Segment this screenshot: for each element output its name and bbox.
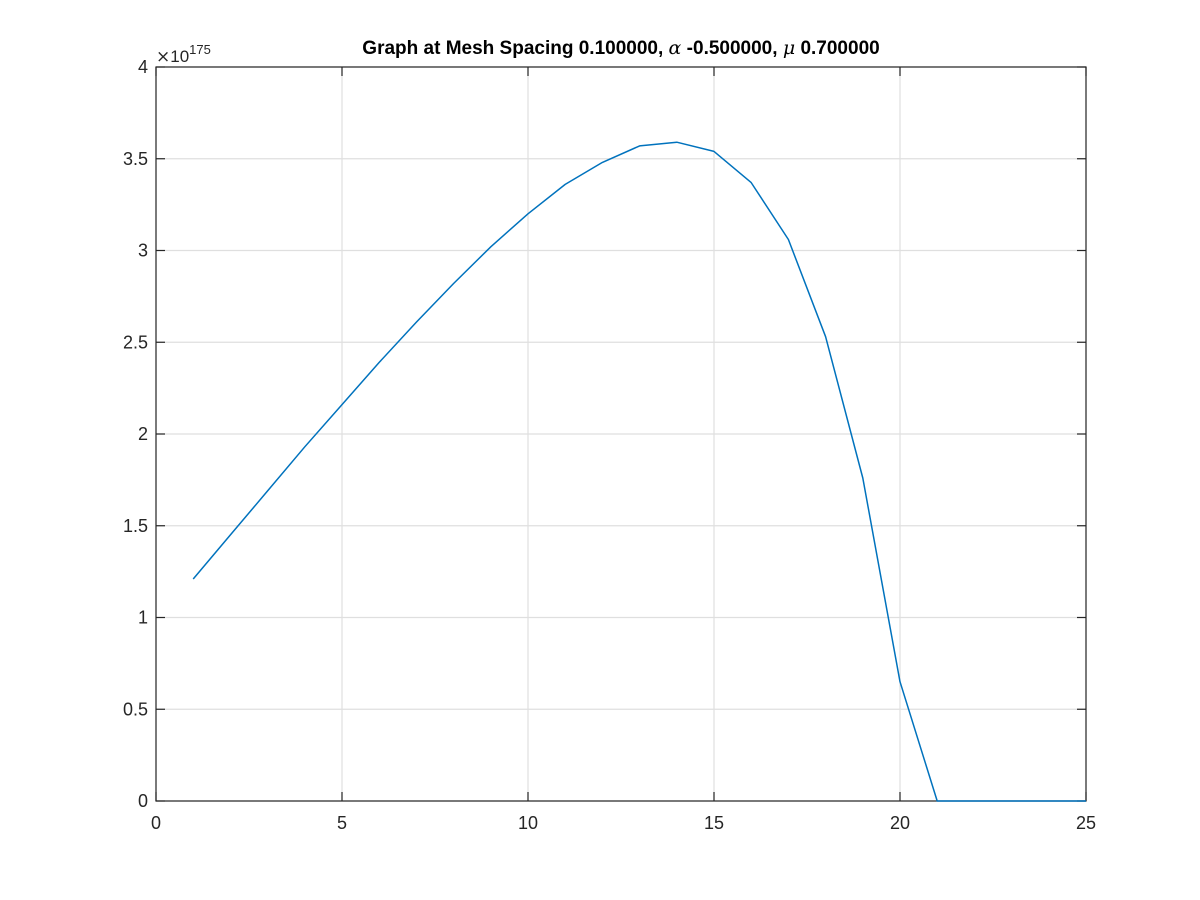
title-suffix: 0.700000: [795, 38, 880, 59]
x-tick-label: 15: [704, 813, 724, 833]
x-tick-label: 10: [518, 813, 538, 833]
y-tick-label: 2.5: [123, 332, 148, 352]
x-tick-label: 25: [1076, 813, 1096, 833]
y-tick-label: 0: [138, 791, 148, 811]
y-tick-label: 3.5: [123, 149, 148, 169]
title-prefix: Graph at Mesh Spacing 0.100000,: [362, 38, 668, 59]
x-tick-label: 20: [890, 813, 910, 833]
exponent-power: 175: [189, 42, 211, 57]
title-mid: -0.500000,: [681, 38, 782, 59]
y-tick-label: 1.5: [123, 516, 148, 536]
series-layer: [192, 141, 1086, 802]
title-mu-symbol: μ: [783, 37, 795, 59]
y-axis-exponent: ×10175: [156, 42, 211, 67]
y-tick-label: 1: [138, 608, 148, 628]
title-alpha-symbol: α: [669, 37, 682, 59]
y-tick-label: 2: [138, 424, 148, 444]
tick-labels: 0 5 10 15 20 25 0 0.5 1 1.5 2 2.5 3 3.5 4: [123, 57, 1096, 833]
y-tick-label: 4: [138, 57, 148, 77]
y-tick-label: 0.5: [123, 699, 148, 719]
axes-box: [155, 66, 1087, 802]
exponent-times: ×: [156, 47, 170, 67]
exponent-base: 10: [170, 47, 189, 66]
series-line: [192, 141, 1086, 802]
x-tick-label: 0: [151, 813, 161, 833]
chart-title: Graph at Mesh Spacing 0.100000, α -0.500…: [362, 37, 879, 59]
x-tick-label: 5: [337, 813, 347, 833]
y-tick-label: 3: [138, 241, 148, 261]
